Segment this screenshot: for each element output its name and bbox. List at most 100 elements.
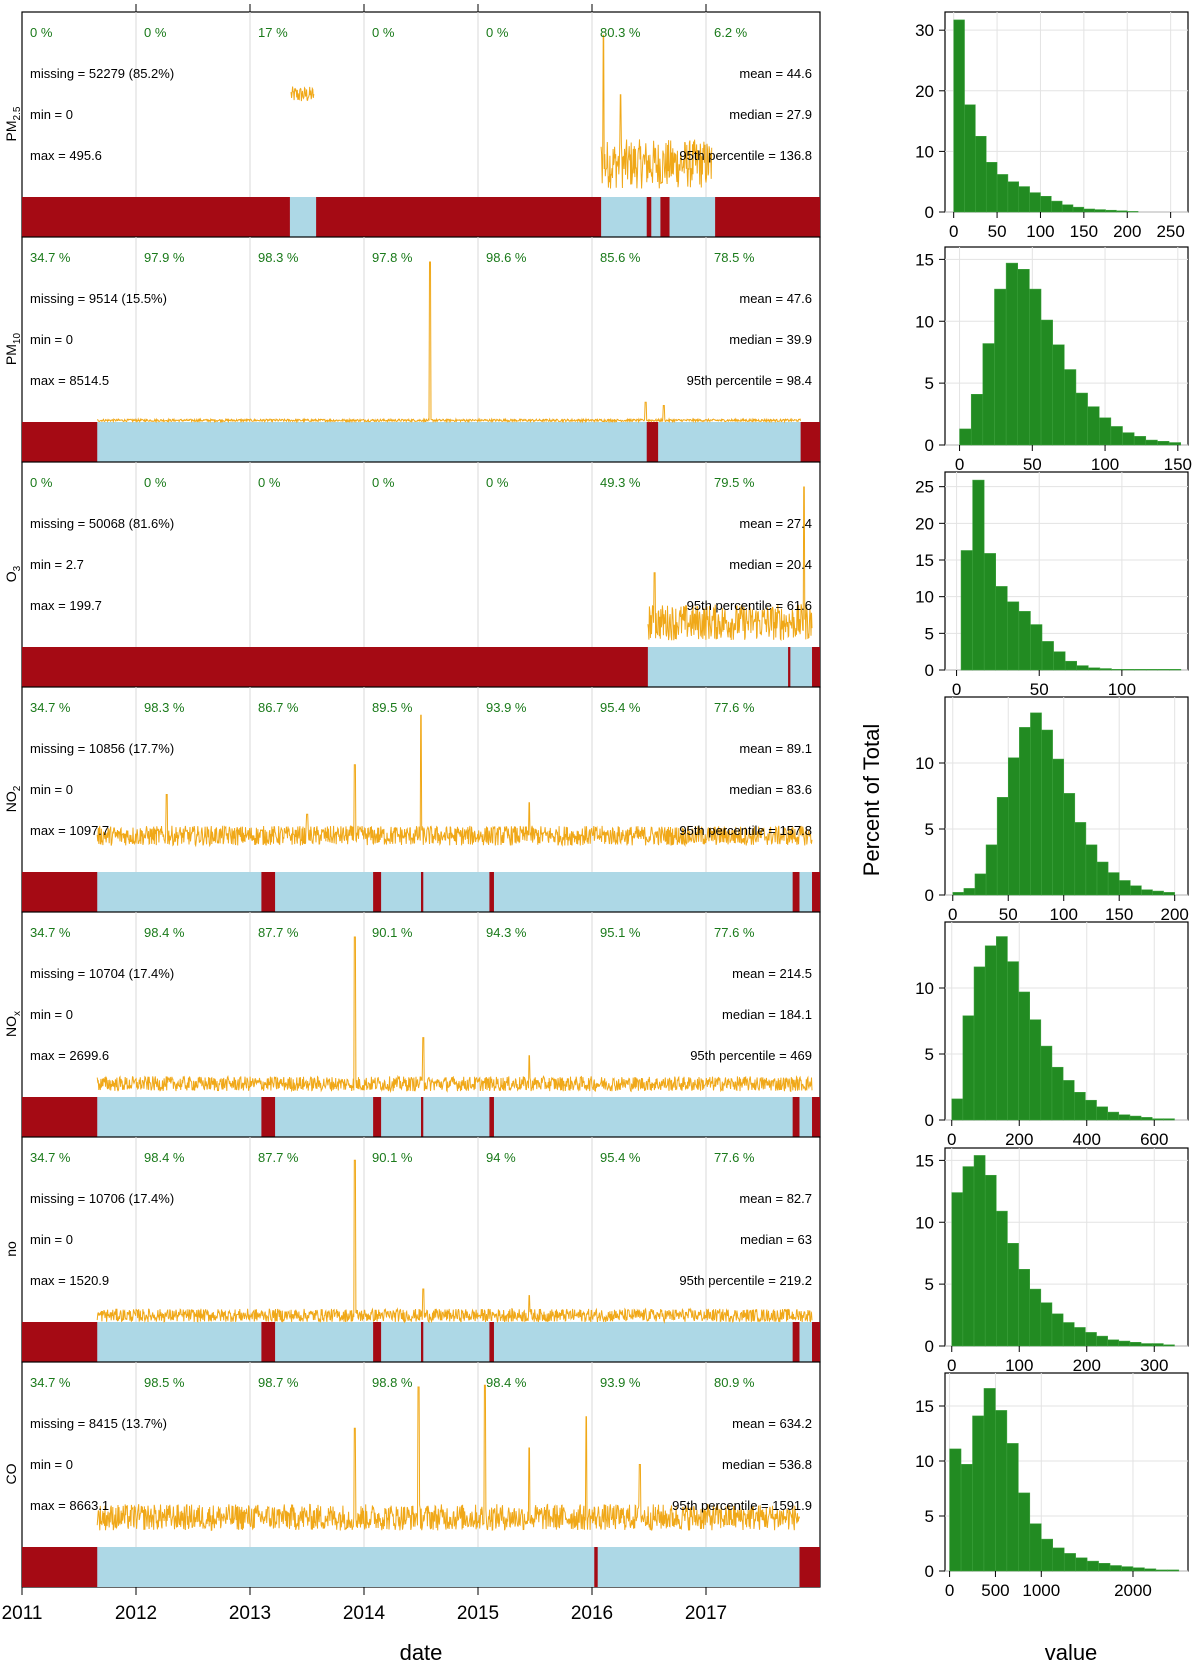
x-tick-label: 2017 — [685, 1603, 727, 1624]
data-present-bar — [647, 647, 789, 687]
hist-xtick-label: 200 — [1005, 1130, 1033, 1149]
hist-xtick-label: 150 — [1070, 222, 1098, 241]
hist-bar — [949, 1448, 962, 1572]
data-present-bar — [275, 1097, 374, 1137]
hist-bar — [953, 19, 965, 213]
stat-right-label: median = 83.6 — [729, 782, 812, 797]
stat-right-label: 95th percentile = 136.8 — [679, 148, 812, 163]
hist-xtick-label: 600 — [1140, 1130, 1168, 1149]
hist-bar — [983, 1388, 996, 1572]
hist-bar — [1005, 262, 1019, 446]
hist-ytick-label: 10 — [915, 754, 934, 773]
histogram-no: 0 5 10 15 0 100 200 300 — [915, 1147, 1189, 1375]
hist-bar — [1168, 442, 1181, 446]
pollutant-label: PM10 — [3, 333, 23, 366]
histogram-o3: 0 5 10 15 20 25 0 50 100 — [915, 471, 1189, 699]
hist-bar — [1098, 417, 1112, 446]
hist-ytick-label: 10 — [915, 1452, 934, 1471]
hist-bar — [1074, 1327, 1086, 1347]
hist-ytick-label: 20 — [915, 514, 934, 533]
year-percent-label: 34.7 % — [30, 925, 71, 940]
hist-bar — [995, 586, 1008, 671]
hist-bar — [1152, 890, 1164, 896]
data-present-bar — [97, 1547, 595, 1587]
year-percent-label: 90.1 % — [372, 925, 413, 940]
year-percent-label: 87.7 % — [258, 1150, 299, 1165]
pollutant-subscript: 2.5 — [12, 106, 23, 120]
year-percent-label: 0 % — [144, 25, 167, 40]
x-tick-label: 2011 — [2, 1603, 43, 1624]
stat-left-label: missing = 10704 (17.4%) — [30, 966, 174, 981]
data-present-bar — [381, 872, 421, 912]
hist-xtick-label: 500 — [981, 1581, 1009, 1600]
stat-left-label: missing = 50068 (81.6%) — [30, 516, 174, 531]
year-percent-label: 98.5 % — [144, 1375, 185, 1390]
hist-xtick-label: 50 — [1030, 680, 1049, 699]
year-percent-label: 98.8 % — [372, 1375, 413, 1390]
hist-ytick-label: 5 — [925, 374, 934, 393]
hist-bar — [982, 343, 995, 446]
hist-bar — [985, 162, 998, 213]
x-tick-label: 2012 — [115, 1603, 157, 1624]
hist-bar — [1052, 344, 1065, 446]
hist-bar — [1053, 651, 1066, 671]
hist-bar — [951, 1192, 964, 1347]
hist-xtick-label: 0 — [948, 905, 957, 924]
year-percent-label: 0 % — [258, 475, 281, 490]
year-percent-label: 98.4 % — [144, 1150, 185, 1165]
stat-left-label: min = 0 — [30, 1007, 73, 1022]
stat-left-label: min = 2.7 — [30, 557, 84, 572]
hist-bar — [1018, 1492, 1031, 1572]
hist-bar — [1110, 426, 1123, 446]
data-present-bar — [799, 872, 813, 912]
hist-ytick-label: 0 — [925, 661, 934, 680]
hist-xtick-label: 0 — [947, 1130, 956, 1149]
pollutant-name: NO — [3, 1016, 19, 1037]
stat-right-label: 95th percentile = 157.8 — [679, 823, 812, 838]
hist-bar — [1064, 660, 1077, 671]
x-tick-label: 2015 — [457, 1603, 499, 1624]
year-percent-label: 0 % — [486, 475, 509, 490]
hist-ytick-label: 0 — [925, 436, 934, 455]
hist-bar — [1018, 611, 1031, 671]
pollutant-subscript: 10 — [12, 333, 23, 345]
hist-bar — [1096, 1106, 1108, 1121]
hist-bar — [1063, 793, 1076, 896]
pollutant-subscript: 2 — [12, 785, 23, 791]
hist-bar — [1006, 1443, 1019, 1572]
year-percent-label: 17 % — [258, 25, 288, 40]
hist-xtick-label: 50 — [999, 905, 1018, 924]
year-percent-label: 34.7 % — [30, 1375, 71, 1390]
hist-xtick-label: 100 — [1091, 455, 1119, 474]
pollutant-name: CO — [3, 1463, 19, 1484]
year-percent-label: 34.7 % — [30, 1150, 71, 1165]
year-percent-label: 78.5 % — [714, 250, 755, 265]
stat-right-label: mean = 27.4 — [739, 516, 812, 531]
year-percent-label: 0 % — [30, 475, 53, 490]
year-percent-label: 34.7 % — [30, 250, 71, 265]
hist-bar — [1062, 1080, 1075, 1121]
hist-bar — [984, 1174, 997, 1347]
hist-bar — [1007, 181, 1020, 213]
stat-right-label: mean = 82.7 — [739, 1191, 812, 1206]
stat-right-label: 95th percentile = 61.6 — [687, 598, 812, 613]
hist-bar — [1140, 1343, 1153, 1347]
hist-bar — [1118, 1340, 1131, 1347]
data-present-bar — [97, 872, 262, 912]
hist-ytick-label: 30 — [915, 21, 934, 40]
hist-bar — [963, 888, 976, 896]
year-percent-label: 98.3 % — [258, 250, 299, 265]
year-percent-label: 89.5 % — [372, 700, 413, 715]
year-percent-label: 93.9 % — [486, 700, 527, 715]
x-tick-label: 2014 — [343, 1603, 386, 1624]
hist-bar — [1163, 1118, 1175, 1121]
year-percent-label: 98.6 % — [486, 250, 527, 265]
hist-bar — [1141, 889, 1153, 896]
year-percent-label: 87.7 % — [258, 925, 299, 940]
series-line — [96, 714, 813, 848]
hist-bar — [1052, 1547, 1065, 1572]
data-present-bar — [658, 422, 801, 462]
data-present-bar — [597, 1547, 800, 1587]
pollutant-label: no — [3, 1241, 19, 1257]
panel-co: 34.7 % 98.5 % 98.7 % 98.8 % 98.4 % 93.9 % 80.9… — [3, 1361, 821, 1588]
